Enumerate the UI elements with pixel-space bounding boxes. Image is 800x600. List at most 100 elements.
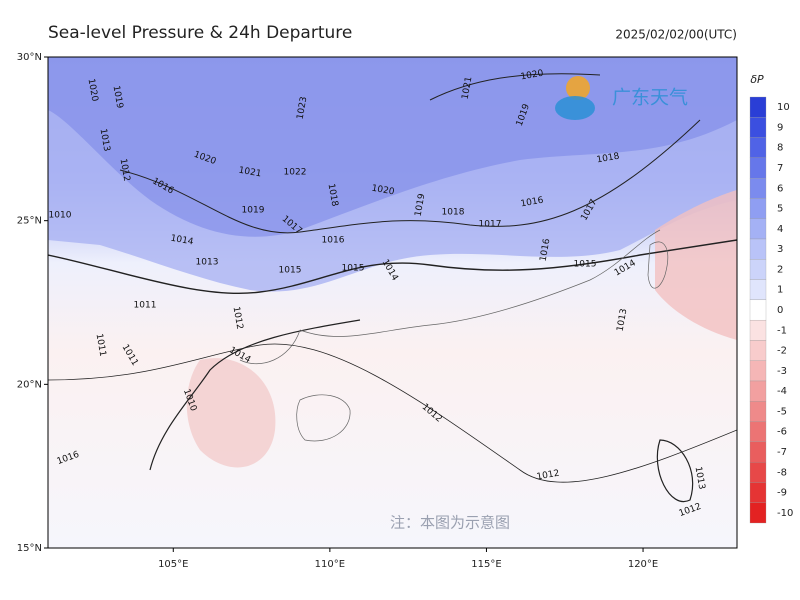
colorbar-swatch: [749, 441, 767, 463]
contour-label: 1013: [196, 258, 219, 268]
isobar: [48, 343, 737, 483]
negative-departure-region: [186, 358, 276, 468]
contour-label: 1017: [479, 220, 502, 230]
coastline: [299, 229, 661, 337]
contour-label: 1013: [616, 308, 630, 332]
colorbar-tick-label: 3: [777, 244, 783, 255]
coastline: [239, 329, 301, 364]
colorbar-tick-label: -5: [777, 406, 787, 417]
colorbar-tick-label: -9: [777, 488, 787, 499]
contour-label: 1012: [231, 306, 245, 330]
colorbar-swatch: [749, 421, 767, 443]
contour-label: 1020: [371, 184, 396, 198]
contour-label: 1019: [414, 193, 428, 218]
contour-label: 1014: [170, 234, 195, 248]
contour-label: 1020: [86, 78, 100, 103]
colorbar-swatch: [749, 502, 767, 524]
island: [647, 241, 669, 289]
colorbar-swatch: [749, 401, 767, 422]
colorbar-tick-label: 1: [777, 285, 783, 296]
watermark: 注：本图为示意图: [390, 514, 510, 532]
contour-label: 1010: [49, 211, 72, 221]
contour-label: 1015: [342, 264, 365, 274]
lat-tick-label: 25°N: [17, 216, 42, 227]
contour-label: 1023: [296, 96, 310, 120]
logo-text: 广东天气: [612, 87, 688, 109]
colorbar-swatch: [749, 259, 767, 280]
contour-label: 1015: [574, 260, 597, 270]
colorbar-swatch: [749, 238, 767, 260]
contour-label: 1013: [98, 128, 112, 152]
colorbar-tick-label: 9: [777, 122, 783, 133]
logo-icon: [555, 96, 595, 120]
colorbar-tick-label: 6: [777, 183, 783, 194]
colorbar-swatch: [749, 177, 767, 199]
colorbar-swatch: [749, 380, 767, 402]
colorbar-tick-label: -6: [777, 427, 787, 438]
title: Sea-level Pressure & 24h Departure: [48, 23, 352, 43]
colorbar-swatch: [749, 96, 767, 118]
contour-label: 1011: [134, 301, 157, 311]
colorbar-swatch: [749, 461, 767, 483]
coastlines: [239, 229, 669, 442]
colorbar-swatch: [749, 117, 767, 138]
colorbar-tick-label: 7: [777, 163, 783, 174]
colorbar-label: δP: [750, 73, 764, 86]
colorbar-tick-label: 4: [777, 224, 783, 235]
colorbar-swatch: [749, 482, 767, 503]
map-frame: [47, 56, 738, 549]
colorbar-tick-label: 10: [777, 102, 790, 113]
lon-tick-label: 120°E: [628, 559, 658, 570]
colorbar-swatch: [749, 157, 767, 179]
isobar: [149, 319, 361, 471]
contour-label: 1018: [596, 152, 621, 166]
timestamp: 2025/02/02/00(UTC): [615, 28, 737, 42]
contour-label: 1019: [242, 206, 265, 216]
colorbar-tick-label: -8: [777, 467, 787, 478]
colorbar-swatch: [749, 198, 767, 219]
colorbar-tick-label: -3: [777, 366, 787, 377]
isobar: [48, 239, 737, 294]
colorbar-swatch: [749, 218, 767, 240]
contour-label: 1021: [461, 76, 475, 100]
colorbar-swatch: [749, 137, 767, 159]
colorbar-tick-label: -10: [777, 508, 793, 519]
colorbar-swatch: [749, 360, 767, 382]
contour-label: 1021: [238, 166, 262, 180]
contour-label: 1022: [284, 168, 307, 178]
colorbar-swatch: [749, 340, 767, 361]
contour-label: 1018: [442, 208, 465, 218]
island: [296, 394, 351, 442]
negative-departure-region: [655, 190, 737, 340]
contour-label: 1018: [326, 183, 340, 208]
contour-label: 1020: [520, 69, 545, 83]
colorbar-tick-label: -4: [777, 386, 787, 397]
colorbar-tick-label: -1: [777, 325, 787, 336]
colorbar-tick-label: 0: [777, 305, 783, 316]
lat-tick-label: 20°N: [17, 379, 42, 390]
lat-tick-label: 30°N: [17, 52, 42, 63]
contour-label: 1016: [539, 238, 553, 263]
contour-label: 1016: [322, 236, 345, 246]
contour-label: 1012: [536, 469, 560, 483]
colorbar-tick-label: -7: [777, 447, 787, 458]
isobar: [429, 73, 601, 101]
lon-tick-label: 115°E: [471, 559, 501, 570]
colorbar-swatch: [749, 279, 767, 301]
contour-label: 1013: [693, 466, 707, 490]
colorbar-swatch: [749, 319, 767, 341]
isobar: [119, 119, 701, 234]
colorbar-tick-label: 8: [777, 143, 783, 154]
contour-label: 1015: [279, 266, 302, 276]
colorbar-tick-label: 2: [777, 264, 783, 275]
colorbar-swatch: [749, 299, 767, 321]
isobars: [48, 73, 737, 503]
contour-label: 1016: [520, 196, 545, 210]
lon-tick-label: 110°E: [315, 559, 345, 570]
logo-icon: [566, 76, 590, 100]
isobar: [656, 439, 694, 503]
lat-tick-label: 15°N: [17, 543, 42, 554]
colorbar-tick-label: -2: [777, 346, 787, 357]
